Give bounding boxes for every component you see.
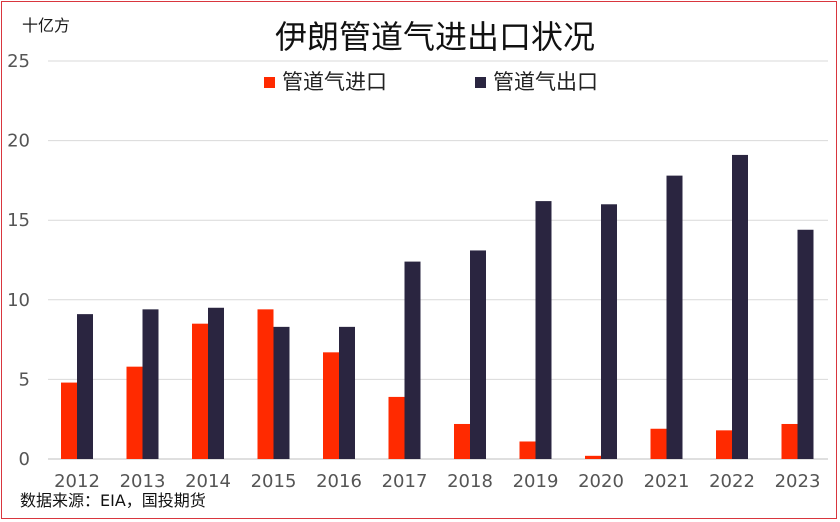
y-tick-label: 5 — [19, 369, 30, 390]
bar-export-2022 — [732, 154, 748, 460]
x-tick-label: 2014 — [185, 471, 231, 492]
bar-export-2015 — [273, 326, 290, 459]
bar-export-2014 — [208, 307, 224, 459]
source-note: 数据来源：EIA，国投期货 — [20, 491, 206, 510]
bar-import-2018 — [454, 423, 470, 459]
x-tick-label: 2015 — [251, 471, 297, 492]
legend-swatch-export — [475, 77, 486, 88]
chart-title: 伊朗管道气进出口状况 — [275, 18, 595, 56]
x-tick-label: 2012 — [54, 471, 100, 492]
bar-import-2020 — [585, 455, 601, 459]
legend-swatch-import — [264, 77, 275, 88]
x-tick-label: 2021 — [644, 471, 690, 492]
bar-export-2021 — [666, 175, 683, 459]
x-tick-label: 2022 — [709, 471, 755, 492]
x-tick-label: 2013 — [120, 471, 166, 492]
legend-label-export: 管道气出口 — [493, 70, 598, 94]
bar-import-2022 — [716, 430, 732, 459]
y-tick-label: 0 — [19, 449, 30, 470]
bar-import-2013 — [126, 366, 143, 459]
x-tick-label: 2016 — [316, 471, 362, 492]
bar-export-2020 — [601, 204, 617, 459]
gridlines — [48, 60, 828, 460]
bar-import-2014 — [192, 323, 208, 459]
legend: 管道气进口 管道气出口 — [264, 70, 598, 94]
legend-label-import: 管道气进口 — [282, 70, 387, 94]
x-tick-label: 2020 — [578, 471, 624, 492]
bar-export-2016 — [339, 326, 355, 459]
x-axis-ticks: 2012 2013 2014 2015 2016 2017 2018 2019 2020 2021… — [54, 471, 820, 492]
y-axis-ticks: 0 5 10 15 20 25 — [7, 51, 30, 470]
y-tick-label: 15 — [7, 210, 30, 231]
bar-export-2012 — [77, 314, 93, 459]
bar-export-2018 — [470, 250, 486, 459]
bar-import-2015 — [257, 309, 274, 459]
bar-import-2017 — [388, 396, 405, 459]
bars — [61, 154, 814, 460]
bar-import-2012 — [61, 382, 77, 459]
y-tick-label: 10 — [7, 290, 30, 311]
y-tick-label: 25 — [7, 51, 30, 72]
bar-export-2017 — [404, 261, 421, 459]
bar-export-2019 — [535, 201, 552, 459]
bar-import-2021 — [650, 428, 667, 459]
unit-label: 十亿方 — [22, 16, 70, 35]
x-tick-label: 2017 — [382, 471, 428, 492]
bar-export-2013 — [142, 309, 159, 459]
x-tick-label: 2023 — [775, 471, 821, 492]
x-tick-label: 2018 — [447, 471, 493, 492]
bar-export-2023 — [797, 229, 814, 459]
bar-import-2016 — [323, 352, 339, 459]
y-tick-label: 20 — [7, 131, 30, 152]
x-tick-label: 2019 — [513, 471, 559, 492]
bar-import-2019 — [519, 441, 536, 459]
bar-import-2023 — [781, 423, 798, 459]
